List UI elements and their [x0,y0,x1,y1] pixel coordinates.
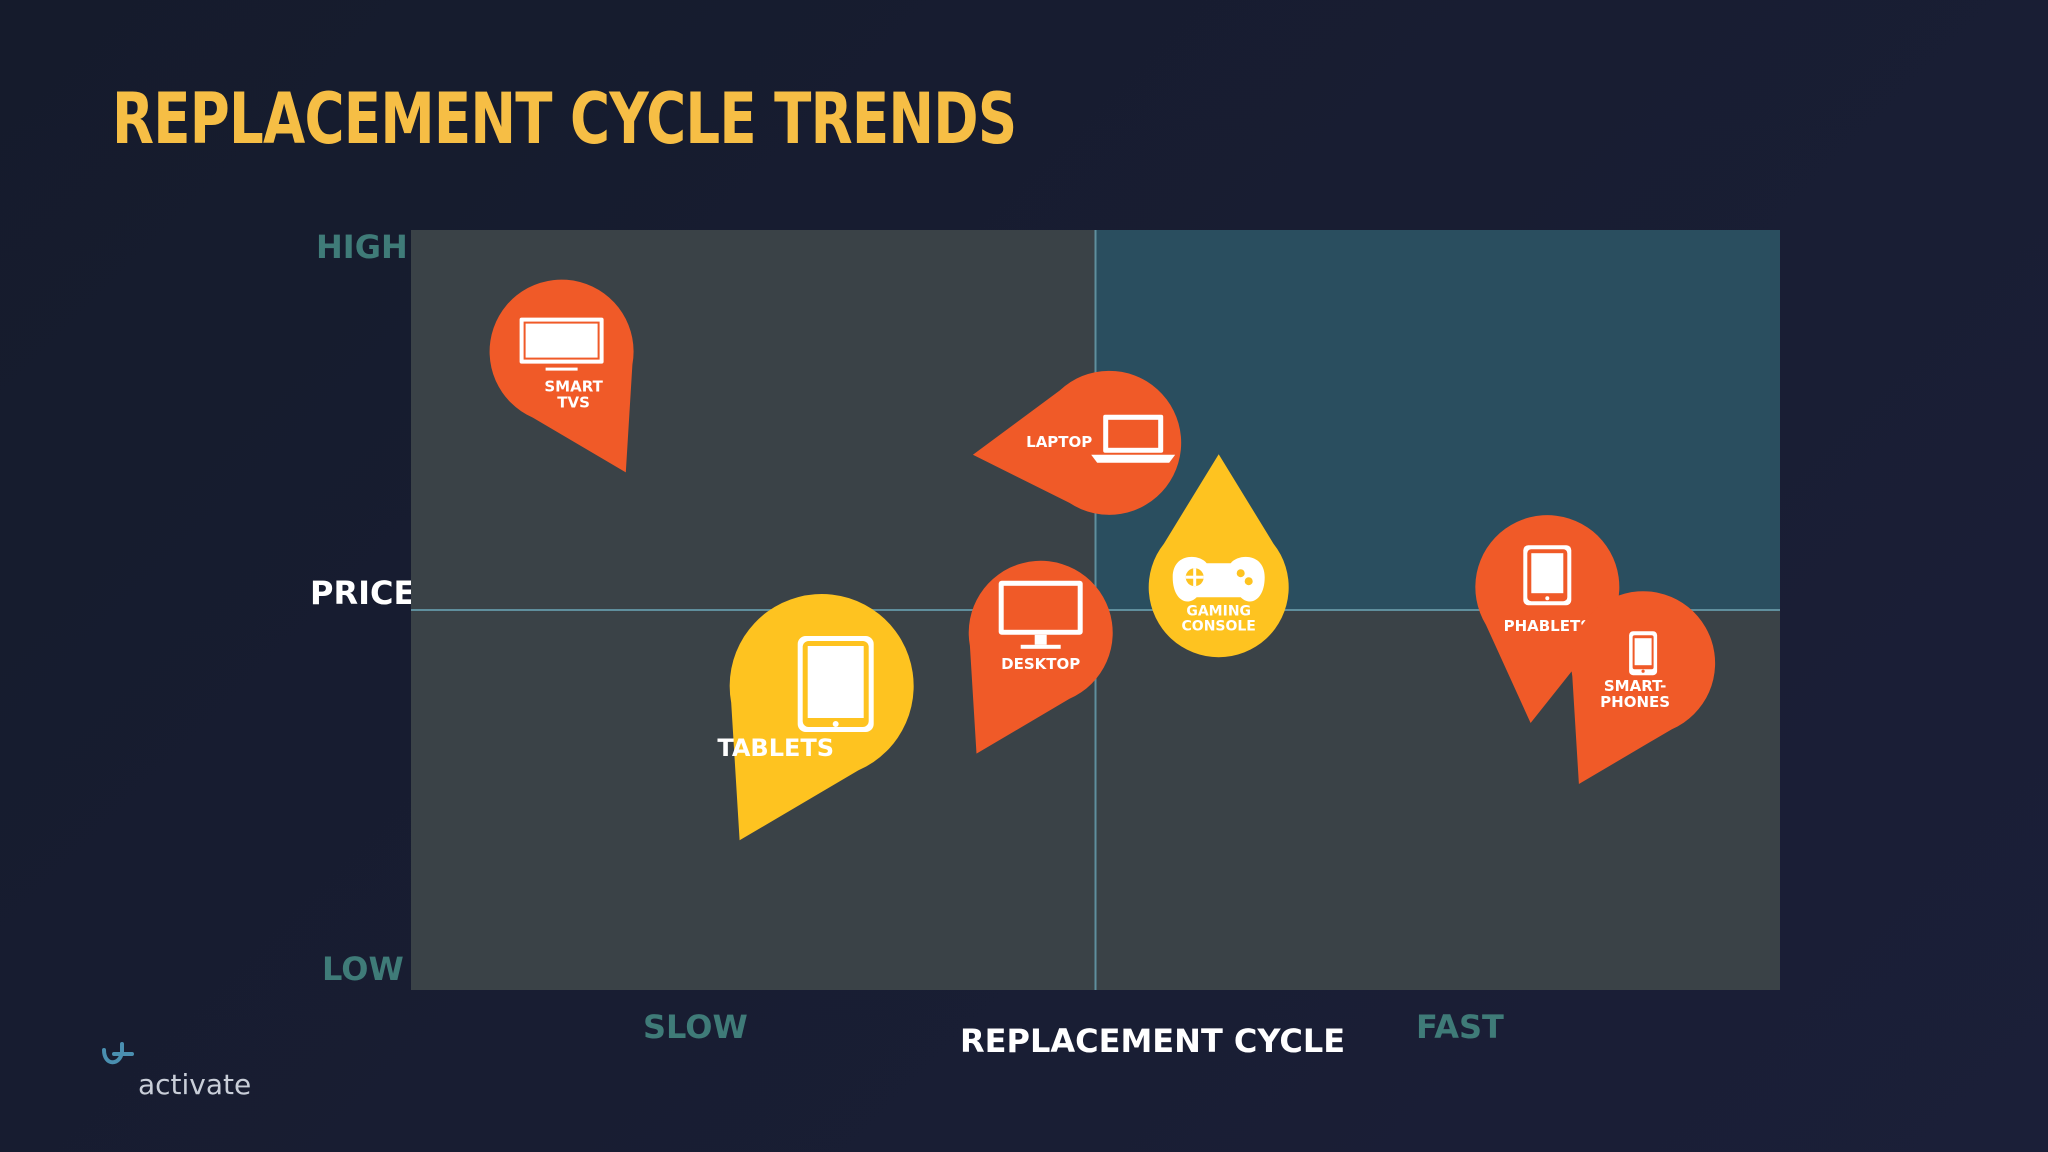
desktop-icon [998,580,1083,649]
marker-6: SMART-PHONES [1571,591,1716,785]
activate-logo-text: activate [138,1068,252,1101]
marker-label: DESKTOP [1001,655,1080,673]
marker-pin [1571,591,1716,785]
gamepad-icon [1172,556,1265,602]
marker-label: SMART- [1604,677,1666,695]
smartphone-icon [1629,631,1658,676]
activate-logo-icon [102,1042,134,1065]
marker-5: PHABLETS [1475,515,1620,723]
marker-pin [1148,454,1289,658]
y-low-label: LOW [322,950,404,988]
marker-label: TVS [557,394,590,412]
phablet-icon [1523,545,1572,606]
tv-icon [519,317,604,371]
marker-pin [972,370,1182,515]
slide-title: REPLACEMENT CYCLE TRENDS [112,78,1017,160]
x-axis-label: REPLACEMENT CYCLE [960,1022,1346,1060]
marker-1: LAPTOP [972,370,1182,515]
marker-label: CONSOLE [1182,619,1256,635]
laptop-icon [1091,414,1176,463]
tablet-icon [797,636,874,732]
marker-3: TABLETS [717,593,914,841]
x-high-label: FAST [1416,1008,1504,1046]
marker-2: DESKTOP [968,560,1113,754]
y-high-label: HIGH [316,228,408,266]
y-axis-label: PRICE [310,574,416,612]
marker-label: GAMING [1186,604,1251,620]
quadrant-top-left [411,230,1096,610]
marker-pin [1475,515,1620,723]
marker-label: LAPTOP [1026,433,1092,451]
marker-label: PHABLETS [1504,617,1591,635]
chart-quadrants [411,230,1780,990]
marker-label: SMART [544,378,603,396]
x-low-label: SLOW [643,1008,748,1046]
marker-label: TABLETS [717,734,834,762]
marker-label: PHONES [1600,693,1670,711]
